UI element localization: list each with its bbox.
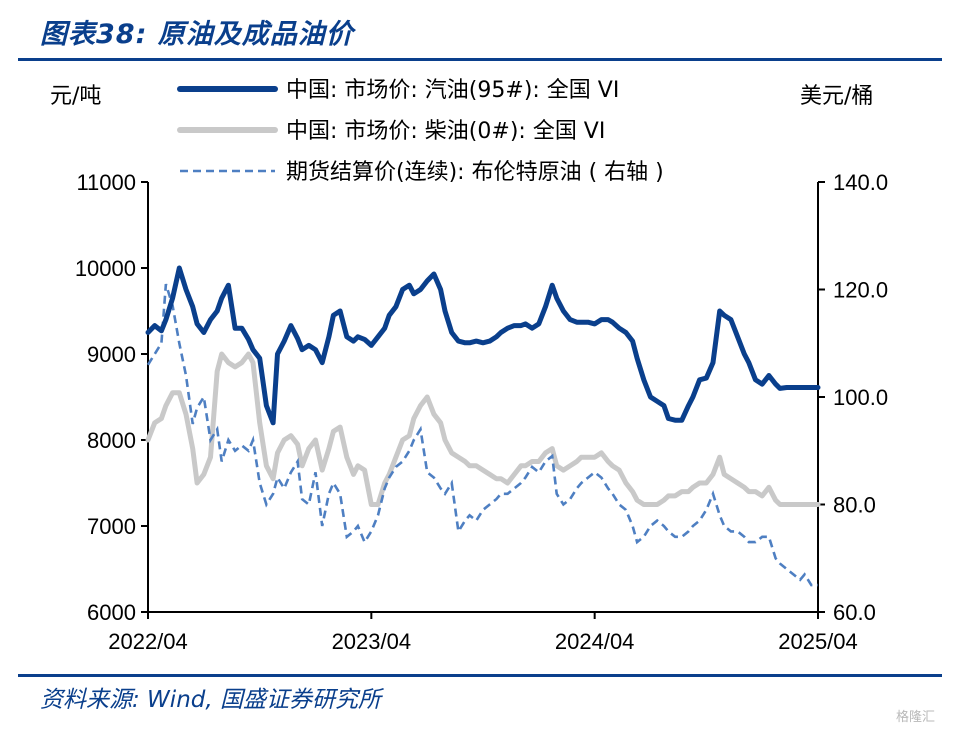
chart-axes: 11000 10000 9000 8000 7000 6000 140.0 120.0 100.… [50, 84, 888, 654]
legend-label-3: 期货结算价(连续): 布伦特原油 ( 右轴 ) [286, 160, 664, 185]
right-tick-label: 120.0 [833, 278, 888, 303]
right-tick-label: 60.0 [833, 600, 876, 625]
left-tick-label: 10000 [75, 256, 136, 281]
x-tick-label: 2023/04 [332, 629, 412, 654]
left-tick-label: 11000 [76, 170, 136, 195]
right-tick-label: 80.0 [833, 493, 876, 518]
left-axis-unit: 元/吨 [50, 84, 101, 109]
x-tick-label: 2022/04 [108, 629, 188, 654]
left-tick-label: 7000 [87, 514, 136, 539]
chart-legend: 中国: 市场价: 汽油(95#): 全国 VI 中国: 市场价: 柴油(0#): … [177, 78, 664, 185]
watermark: 格隆汇 [896, 710, 936, 725]
legend-label-1: 中国: 市场价: 汽油(95#): 全国 VI [286, 78, 619, 103]
footer-rule [18, 674, 942, 677]
page-title: 图表38: 原油及成品油价 [40, 19, 354, 50]
series-line-2 [145, 351, 821, 507]
series-line-1 [145, 265, 821, 426]
chart-series-layer [145, 265, 821, 587]
title-rule [18, 58, 942, 61]
right-tick-label: 140.0 [833, 170, 888, 195]
left-tick-label: 8000 [87, 428, 136, 453]
x-tick-label: 2024/04 [555, 629, 635, 654]
left-tick-label: 9000 [87, 342, 136, 367]
source-note: 资料来源: Wind, 国盛证券研究所 [40, 687, 381, 713]
legend-label-2: 中国: 市场价: 柴油(0#): 全国 VI [286, 119, 605, 144]
right-tick-label: 100.0 [833, 385, 888, 410]
left-tick-label: 6000 [87, 600, 136, 625]
x-tick-label: 2025/04 [778, 629, 858, 654]
right-axis-unit: 美元/桶 [800, 84, 873, 109]
